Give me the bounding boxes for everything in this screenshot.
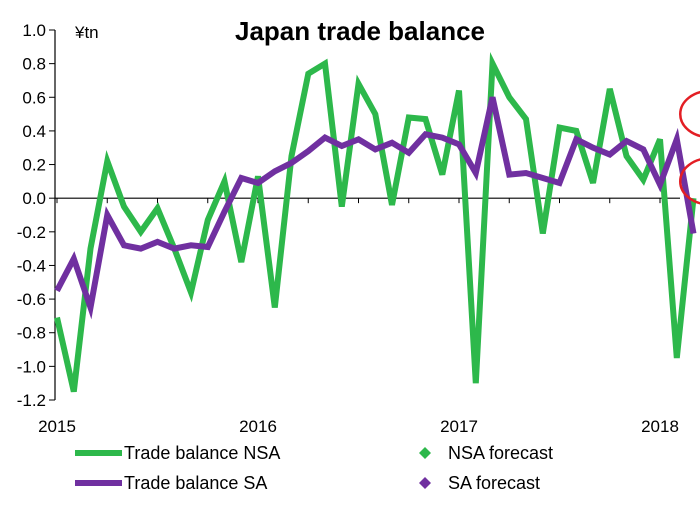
y-tick-label: 0.2	[22, 156, 46, 175]
y-axis: 1.0 0.8 0.6 0.4 0.2 0.0 -0.2 -0.4 -0.6 -0.8 -1.0 -1…	[17, 21, 56, 410]
y-tick-label: -1.0	[17, 357, 46, 376]
unit-label: ¥tn	[74, 23, 99, 42]
y-tick-label: -0.6	[17, 290, 46, 309]
y-tick-label: 0.4	[22, 122, 46, 141]
y-tick-label: -0.4	[17, 256, 46, 275]
series-line-nsa	[54, 52, 697, 393]
highlight-circle-nsa	[679, 91, 700, 138]
x-tick-label: 2016	[239, 417, 277, 436]
legend-marker-nsa-forecast	[419, 447, 431, 459]
x-tick-label: 2018	[641, 417, 679, 436]
y-tick-label: -0.2	[17, 223, 46, 242]
highlight-circle-sa	[679, 158, 700, 205]
legend-label-nsa-forecast: NSA forecast	[448, 443, 553, 463]
y-tick-label: 0.0	[22, 189, 46, 208]
chart-title: Japan trade balance	[235, 16, 485, 46]
y-tick-label: 0.8	[22, 55, 46, 74]
forecast-layer	[679, 91, 700, 205]
y-tick-label: 0.6	[22, 88, 46, 107]
y-tick-label: -0.8	[17, 324, 46, 343]
legend-label-sa-forecast: SA forecast	[448, 473, 540, 493]
series-line-sa	[54, 96, 697, 320]
x-axis: 2015 2016 2017 2018	[38, 197, 680, 436]
series-layer	[54, 52, 697, 393]
y-tick-label: 1.0	[22, 21, 46, 40]
y-tick-label: -1.2	[17, 391, 46, 410]
x-tick-label: 2017	[440, 417, 478, 436]
x-tick-label: 2015	[38, 417, 76, 436]
legend-label-nsa: Trade balance NSA	[124, 443, 280, 463]
legend-label-sa: Trade balance SA	[124, 473, 267, 493]
legend: Trade balance NSA Trade balance SA NSA f…	[75, 443, 553, 493]
legend-marker-sa-forecast	[419, 477, 431, 489]
